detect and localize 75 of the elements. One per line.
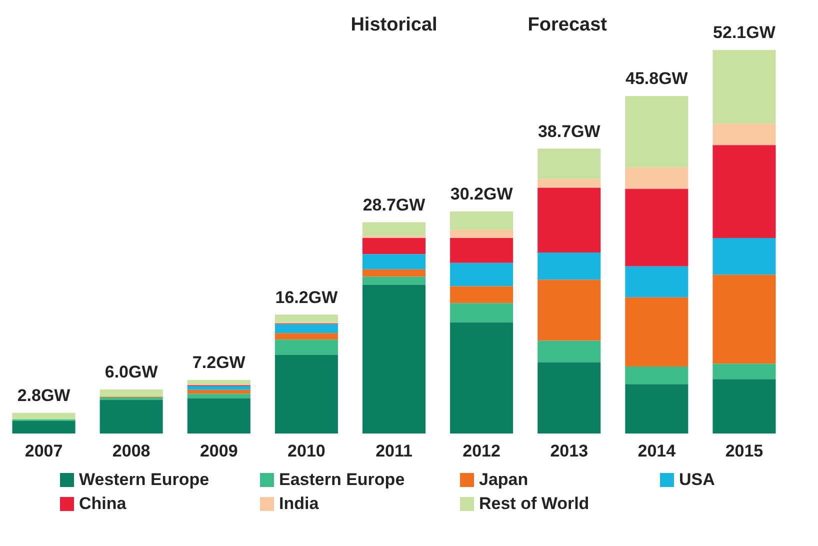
- bar: [100, 389, 163, 397]
- annotation: 16.2GW: [275, 288, 339, 307]
- bar: [362, 222, 426, 236]
- bar: [450, 230, 514, 238]
- x-tick-label: 2015: [725, 441, 764, 460]
- bar: [538, 280, 601, 341]
- bar: [450, 238, 514, 263]
- bar: [450, 322, 514, 434]
- bar: [187, 386, 250, 390]
- text: Forecast: [528, 14, 608, 36]
- legend-label: Rest of World: [479, 494, 590, 514]
- bar: [450, 211, 514, 230]
- bar: [625, 167, 688, 189]
- x-tick-label: 2009: [200, 441, 238, 460]
- bar: [625, 384, 688, 434]
- legend-label: India: [279, 494, 319, 514]
- legend-label: Japan: [479, 470, 528, 490]
- bar: [187, 398, 250, 434]
- annotation: 52.1GW: [713, 23, 776, 42]
- bar: [362, 238, 426, 254]
- bar: [274, 324, 338, 334]
- bar: [538, 362, 601, 434]
- legend-label: Eastern Europe: [279, 470, 405, 490]
- text: Historical: [350, 14, 438, 36]
- bar: [712, 145, 776, 238]
- x-tick-label: 2007: [24, 441, 63, 460]
- x-tick-label: 2011: [376, 441, 412, 460]
- bar: [274, 314, 338, 323]
- annotation: 28.7GW: [362, 195, 426, 214]
- bar: [450, 262, 514, 286]
- bar: [538, 188, 601, 253]
- bar: [362, 276, 426, 285]
- annotation: 6.0GW: [104, 362, 159, 382]
- bar: [187, 380, 250, 384]
- x-tick-label: 2014: [638, 441, 676, 460]
- legend-label: China: [79, 494, 126, 514]
- bar: [274, 333, 338, 340]
- bar: [187, 390, 250, 394]
- bar: [187, 394, 250, 398]
- annotation: 38.7GW: [538, 122, 602, 141]
- x-tick-label: 2008: [112, 441, 150, 460]
- bar: [362, 269, 426, 277]
- bar: [712, 274, 776, 364]
- legend-label: Western Europe: [79, 470, 210, 490]
- bar: [538, 148, 601, 179]
- bar: [362, 284, 426, 434]
- annotation: 7.2GW: [192, 353, 246, 372]
- bar: [362, 254, 426, 270]
- x-tick-label: 2013: [550, 441, 588, 460]
- bar: [712, 364, 776, 380]
- bar: [538, 252, 601, 280]
- annotation: 45.8GW: [625, 69, 689, 88]
- bar: [450, 303, 514, 322]
- bar: [625, 297, 688, 366]
- bar: [538, 340, 601, 362]
- bar: [12, 420, 76, 434]
- bar: [100, 400, 163, 434]
- bar: [12, 412, 76, 420]
- bar: [274, 354, 338, 434]
- annotation: 30.2GW: [450, 184, 514, 204]
- x-tick-label: 2010: [288, 441, 326, 460]
- bar: [274, 340, 338, 355]
- bar: [625, 96, 688, 168]
- bar: [712, 124, 776, 146]
- bar: [538, 178, 601, 188]
- bar: [712, 238, 776, 275]
- bar: [625, 366, 688, 384]
- bar: [712, 379, 776, 434]
- bar: [450, 286, 514, 304]
- x-tick-label: 2012: [462, 441, 500, 460]
- annotation: 2.8GW: [17, 386, 72, 406]
- bar: [712, 50, 776, 124]
- bar: [625, 188, 688, 266]
- legend-label: USA: [679, 470, 715, 490]
- bar: [625, 266, 688, 298]
